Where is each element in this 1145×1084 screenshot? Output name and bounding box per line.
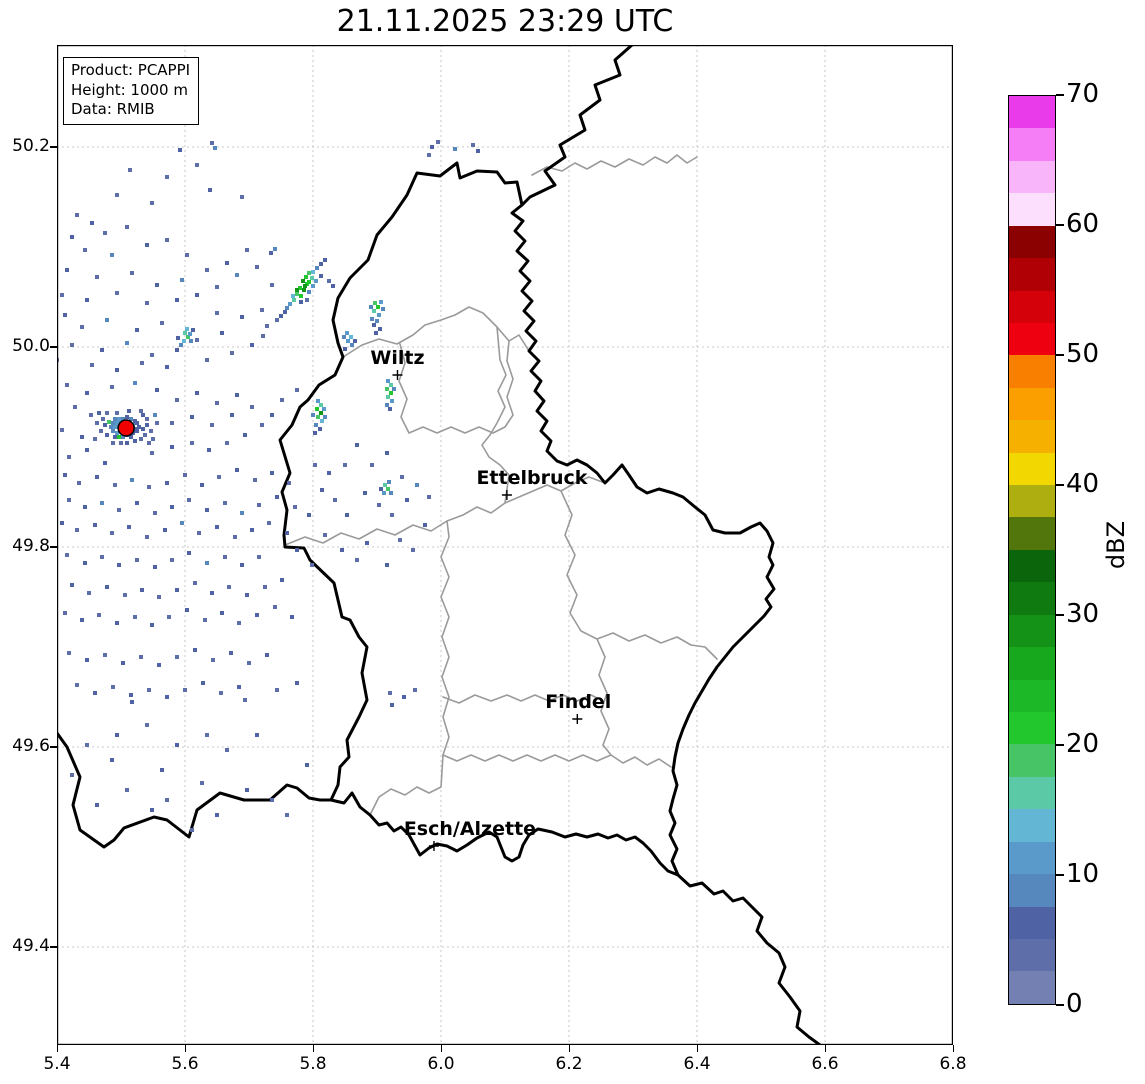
city-markers: Wiltz Ettelbruck Findel Esch/Alzette (370, 347, 611, 851)
colorbar-segment (1009, 841, 1055, 875)
colorbar-segment (1009, 160, 1055, 194)
plot-frame (57, 45, 953, 1045)
colorbar-segment (1009, 582, 1055, 615)
map-plot-area: Wiltz Ettelbruck Findel Esch/Alzette (57, 45, 953, 1045)
x-tick-label: 5.4 (43, 1054, 71, 1074)
colorbar-segment (1009, 938, 1055, 972)
colorbar-segment (1009, 679, 1055, 713)
colorbar-segment (1009, 517, 1055, 550)
x-tick-label: 6.6 (811, 1054, 839, 1074)
x-tick-mark (568, 1045, 570, 1052)
colorbar-segment (1009, 549, 1055, 583)
city-cross-icon (501, 490, 512, 500)
city-label: Wiltz (370, 347, 424, 369)
colorbar-tick-mark (1056, 744, 1064, 746)
colorbar-tick-mark (1056, 614, 1064, 616)
colorbar-segment (1009, 387, 1055, 421)
colorbar-tick-label: 60 (1066, 209, 1100, 239)
x-tick-label: 6.0 (427, 1054, 455, 1074)
colorbar-segment (1009, 193, 1055, 226)
colorbar-segment (1009, 614, 1055, 648)
y-tick-label: 49.8 (12, 536, 50, 556)
y-tick-mark (50, 346, 57, 348)
city-cross-icon (428, 841, 439, 851)
colorbar-tick-mark (1056, 1004, 1064, 1006)
x-tick-label: 6.4 (683, 1054, 711, 1074)
y-tick-label: 50.2 (12, 136, 50, 156)
x-tick-mark (440, 1045, 442, 1052)
radar-site-marker (117, 419, 135, 437)
colorbar-segment (1009, 647, 1055, 680)
info-height: Height: 1000 m (71, 80, 188, 99)
colorbar-tick-label: 0 (1066, 989, 1083, 1019)
x-tick-label: 5.8 (299, 1054, 327, 1074)
page-title: 21.11.2025 23:29 UTC (336, 4, 674, 39)
x-tick-mark (56, 1045, 58, 1052)
colorbar-segment (1009, 809, 1055, 842)
city-cross-icon (572, 714, 583, 724)
colorbar-segment (1009, 485, 1055, 518)
colorbar-tick-label: 30 (1066, 599, 1100, 629)
colorbar-segment (1009, 225, 1055, 259)
city-label: Esch/Alzette (404, 818, 536, 840)
colorbar-segment (1009, 712, 1055, 745)
grid-lines (57, 45, 953, 1045)
city-cross-icon (392, 370, 403, 380)
y-tick-mark (50, 746, 57, 748)
x-tick-mark (824, 1045, 826, 1052)
y-tick-label: 49.6 (12, 736, 50, 756)
colorbar-segment (1009, 744, 1055, 777)
y-tick-label: 50.0 (12, 336, 50, 356)
x-tick-mark (952, 1045, 954, 1052)
x-tick-label: 6.8 (939, 1054, 967, 1074)
colorbar-tick-mark (1056, 354, 1064, 356)
colorbar-tick-mark (1056, 874, 1064, 876)
colorbar (1008, 95, 1056, 1005)
city-label: Findel (545, 691, 611, 713)
colorbar-segment (1009, 776, 1055, 810)
y-tick-mark (50, 946, 57, 948)
colorbar-tick-mark (1056, 94, 1064, 96)
colorbar-segment (1009, 96, 1055, 129)
colorbar-tick-label: 70 (1066, 79, 1100, 109)
colorbar-tick-mark (1056, 484, 1064, 486)
y-tick-mark (50, 546, 57, 548)
x-tick-mark (312, 1045, 314, 1052)
colorbar-tick-label: 50 (1066, 339, 1100, 369)
info-product: Product: PCAPPI (71, 61, 191, 79)
colorbar-segment (1009, 971, 1055, 1004)
canton-borders (284, 154, 718, 816)
colorbar-segment (1009, 290, 1055, 323)
colorbar-tick-label: 10 (1066, 859, 1100, 889)
city-label: Ettelbruck (476, 467, 587, 489)
x-tick-label: 5.6 (171, 1054, 199, 1074)
colorbar-segment (1009, 322, 1055, 356)
y-tick-label: 49.4 (12, 936, 50, 956)
colorbar-unit-label: dBZ (1102, 520, 1131, 570)
colorbar-segment (1009, 452, 1055, 486)
radar-echoes (57, 140, 480, 832)
product-info-box: Product: PCAPPI Height: 1000 m Data: RMI… (63, 57, 200, 125)
colorbar-segment (1009, 420, 1055, 453)
x-tick-label: 6.2 (555, 1054, 583, 1074)
colorbar-tick-label: 40 (1066, 469, 1100, 499)
colorbar-segment (1009, 128, 1055, 161)
info-data-source: Data: RMIB (71, 100, 155, 118)
colorbar-tick-label: 20 (1066, 729, 1100, 759)
colorbar-tick-mark (1056, 224, 1064, 226)
x-tick-mark (184, 1045, 186, 1052)
colorbar-segment (1009, 258, 1055, 291)
y-tick-mark (50, 146, 57, 148)
colorbar-segment (1009, 874, 1055, 907)
country-borders (57, 45, 822, 1045)
colorbar-segment (1009, 906, 1055, 939)
radar-map-svg: Wiltz Ettelbruck Findel Esch/Alzette (57, 45, 953, 1045)
x-tick-mark (696, 1045, 698, 1052)
colorbar-segment (1009, 355, 1055, 388)
